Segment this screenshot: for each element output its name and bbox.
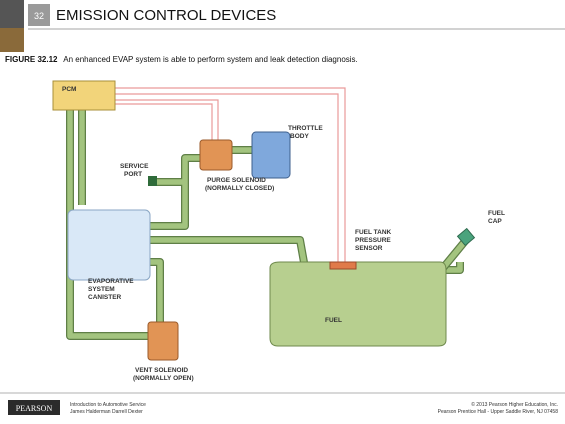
slide-title: EMISSION CONTROL DEVICES	[56, 7, 276, 24]
logo: PEARSON	[16, 404, 53, 413]
chapter-number: 32	[34, 11, 44, 21]
slide: 32 EMISSION CONTROL DEVICES FIGURE 32.12…	[0, 0, 565, 424]
copyright: © 2013 Pearson Higher Education, Inc.	[471, 401, 558, 408]
publisher: Pearson Prentice Hall - Upper Saddle Riv…	[438, 409, 559, 415]
throttle-body	[252, 132, 290, 178]
pressure-sensor	[330, 262, 356, 269]
book-title: Introduction to Automotive Service	[70, 402, 146, 408]
caption: FIGURE 32.12 An enhanced EVAP system is …	[5, 55, 358, 64]
vent-solenoid-label: VENT SOLENOID(NORMALLY OPEN)	[133, 367, 194, 382]
canister	[68, 210, 150, 280]
figure-number: FIGURE 32.12	[5, 55, 58, 64]
header-icon	[0, 28, 24, 52]
purge-solenoid	[200, 140, 232, 170]
vent-solenoid	[148, 322, 178, 360]
service-port	[148, 176, 157, 186]
pcm-label: PCM	[62, 86, 76, 93]
authors: James Halderman Darrell Dexter	[70, 409, 143, 415]
header-icon	[0, 0, 24, 28]
fuel-tank	[270, 262, 446, 346]
fuel-label: FUEL	[325, 317, 342, 324]
caption-text: An enhanced EVAP system is able to perfo…	[63, 55, 358, 64]
purge-solenoid-label: PURGE SOLENOID(NORMALLY CLOSED)	[205, 177, 274, 192]
